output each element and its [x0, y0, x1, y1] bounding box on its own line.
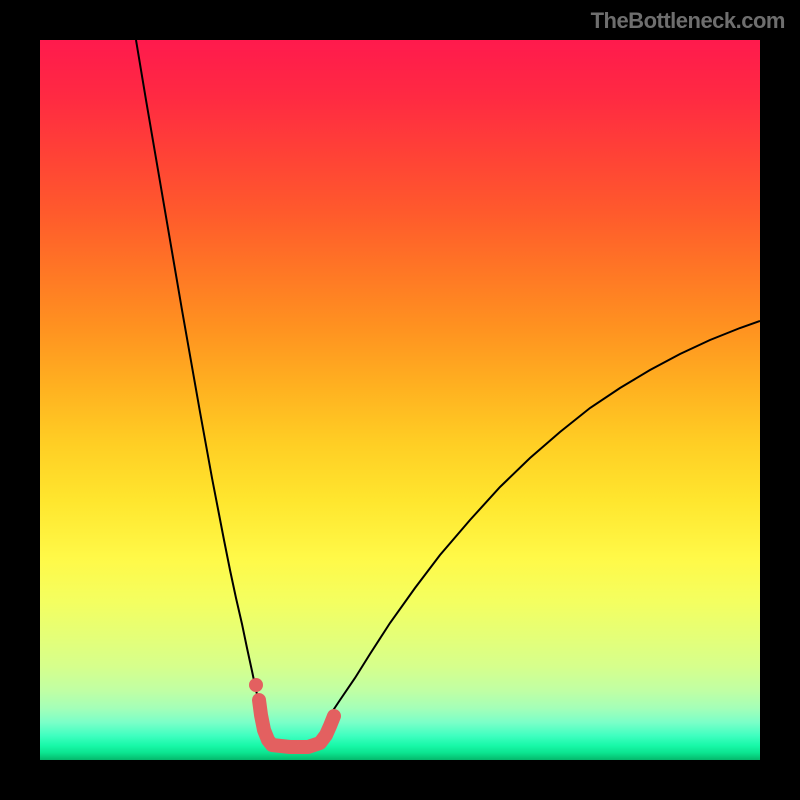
chart-svg	[40, 40, 760, 760]
watermark-text: TheBottleneck.com	[591, 8, 785, 34]
plot-area	[40, 40, 760, 760]
